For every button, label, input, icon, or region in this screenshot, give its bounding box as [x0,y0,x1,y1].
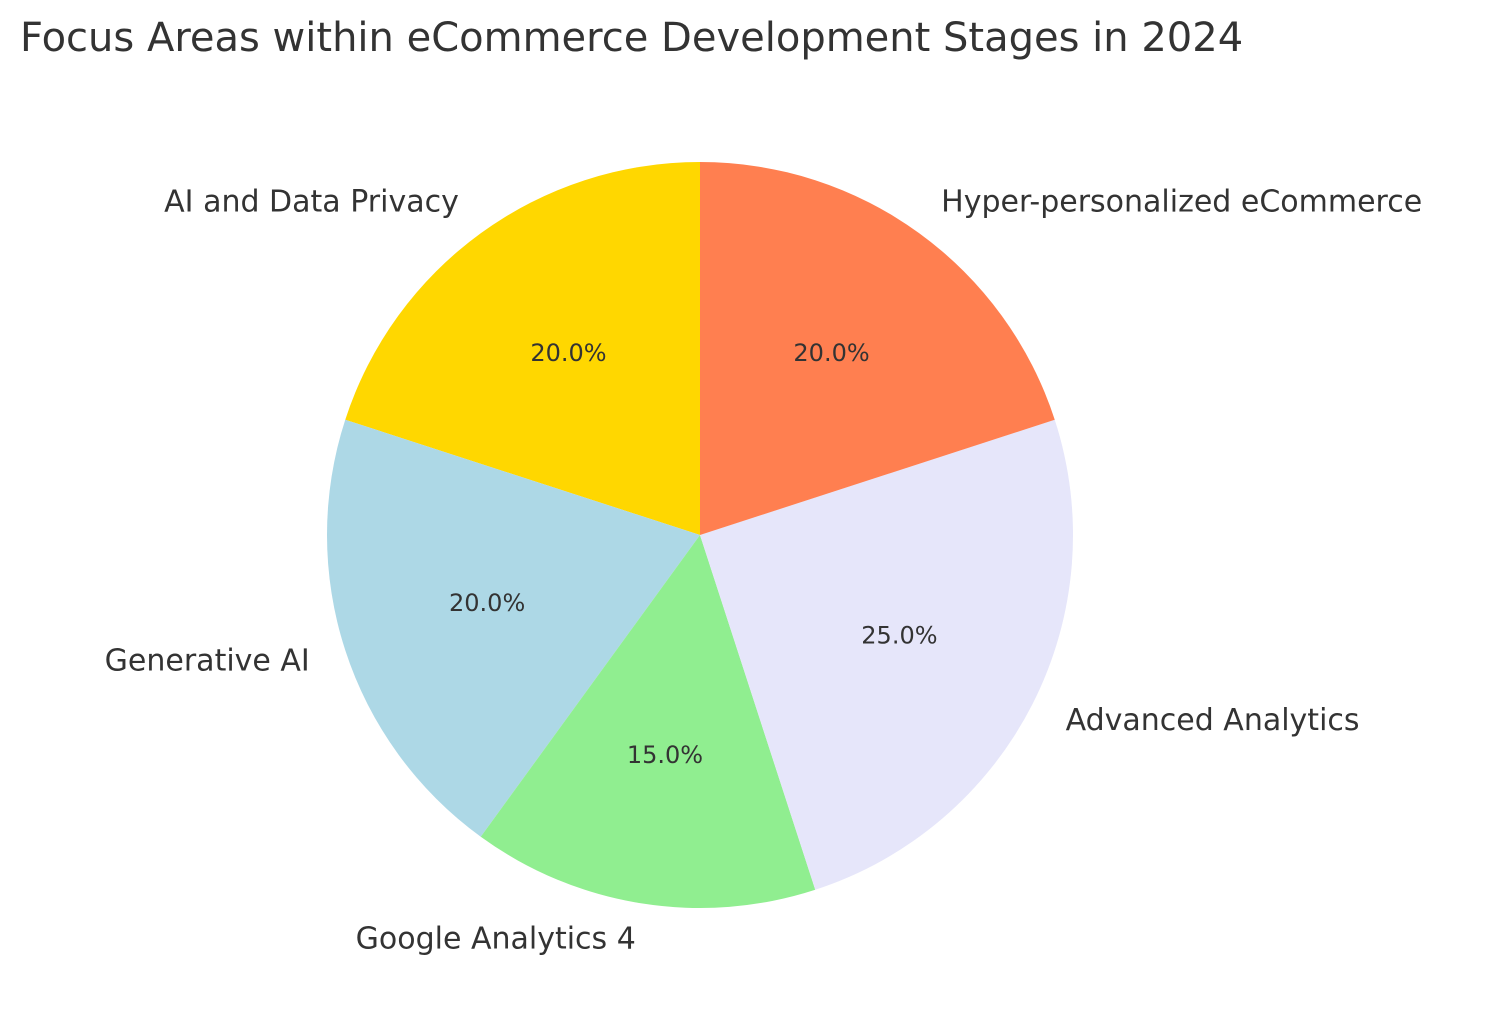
chart-title: Focus Areas within eCommerce Development… [20,15,1243,61]
pie-slice [700,162,1055,535]
slice-label: Google Analytics 4 [356,922,636,957]
slice-label: Generative AI [105,643,310,678]
percent-label: 20.0% [449,589,525,617]
pie-slice [345,162,700,535]
pie-slice [480,535,816,909]
pie-slice [326,419,700,837]
slice-label: Hyper-personalized eCommerce [941,185,1422,220]
percent-label: 15.0% [627,741,703,769]
percent-label: 20.0% [530,339,606,367]
slice-label: AI and Data Privacy [164,185,459,220]
percent-label: 25.0% [861,622,937,650]
pie-slice [700,419,1073,890]
percent-label: 20.0% [793,339,869,367]
slice-label: Advanced Analytics [1066,703,1360,738]
